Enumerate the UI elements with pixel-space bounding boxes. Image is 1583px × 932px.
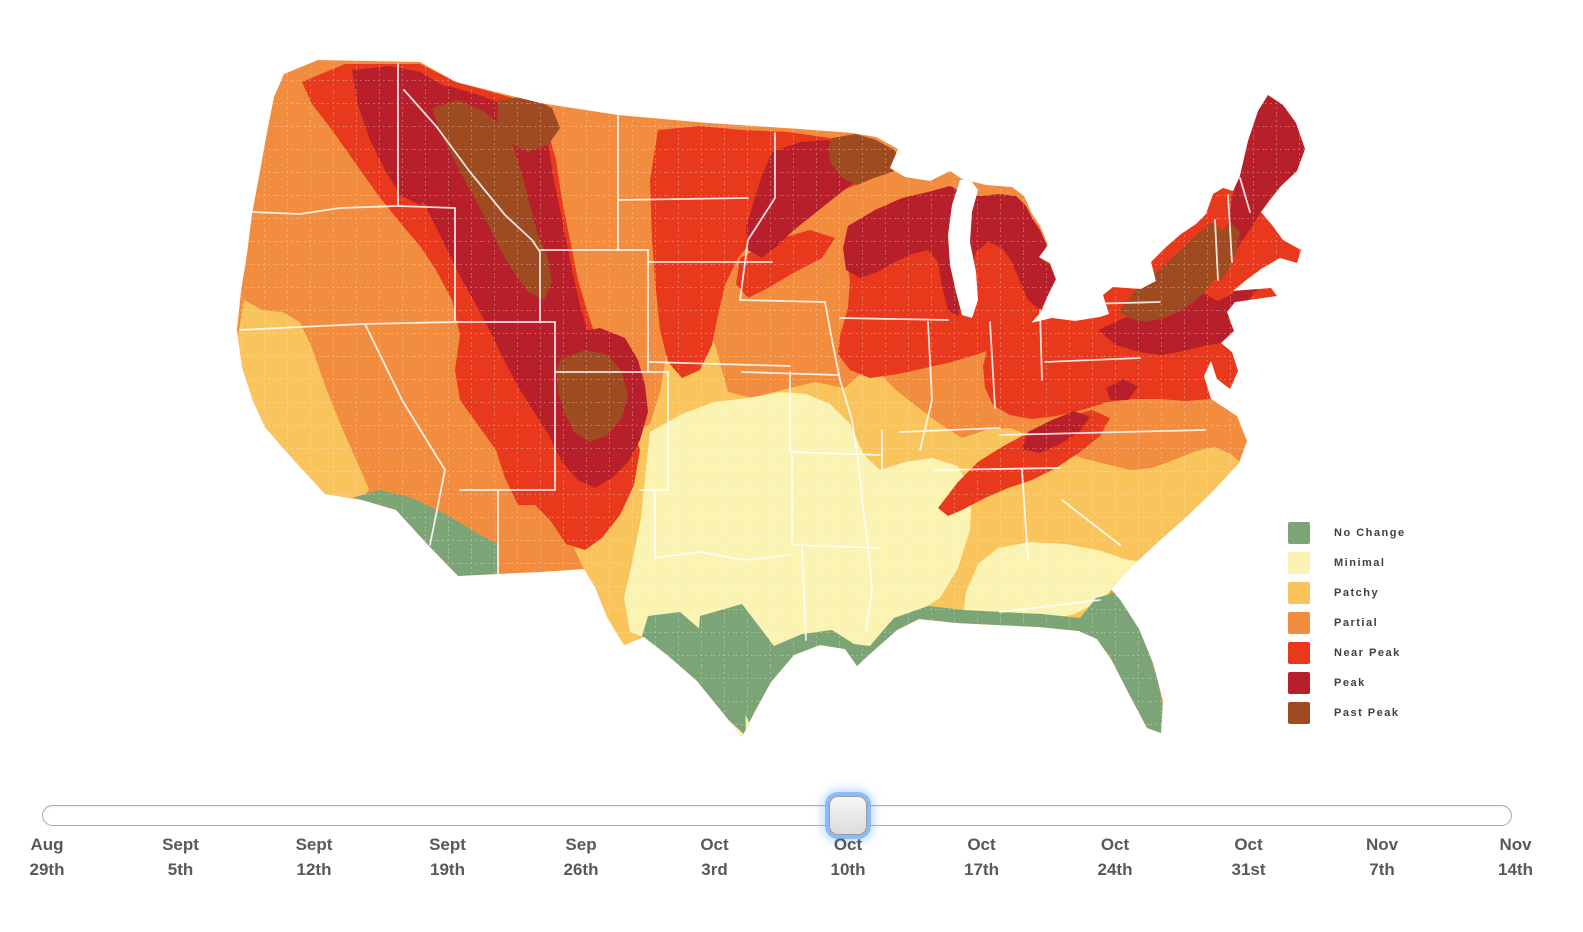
date-month: Sept (162, 835, 199, 854)
legend-item: Past Peak (1288, 698, 1406, 728)
date-day: 10th (830, 860, 866, 879)
date-day: 3rd (701, 860, 728, 879)
date-day: 5th (167, 860, 194, 879)
date-day: 31st (1231, 860, 1266, 879)
date-label: Aug 29th (30, 832, 65, 882)
county-borders-texture (237, 60, 1305, 737)
date-label: Nov 7th (1366, 832, 1398, 882)
legend-item: Minimal (1288, 548, 1406, 578)
legend-label: Near Peak (1334, 647, 1401, 659)
date-month: Sept (295, 835, 333, 854)
date-label: Sep 26th (564, 832, 599, 882)
legend-swatch (1288, 702, 1310, 724)
legend: No Change Minimal Patchy Partial Near Pe… (1288, 518, 1406, 728)
date-month: Oct (1234, 835, 1263, 854)
date-month: Oct (967, 835, 996, 854)
us-choropleth-svg[interactable] (0, 0, 1583, 770)
date-label: Nov 14th (1498, 832, 1533, 882)
legend-label: Patchy (1334, 587, 1380, 599)
legend-item: No Change (1288, 518, 1406, 548)
date-day: 17th (964, 860, 999, 879)
date-label: Oct 24th (1098, 832, 1133, 882)
date-month: Oct (1100, 835, 1130, 854)
date-day: 29th (29, 860, 65, 879)
date-label: Oct 17th (964, 832, 999, 882)
date-month: Nov (1365, 835, 1399, 854)
legend-swatch (1288, 642, 1310, 664)
date-day: 24th (1097, 860, 1133, 879)
date-month: Sep (565, 835, 597, 854)
date-month: Aug (30, 835, 64, 854)
date-month: Oct (700, 835, 729, 854)
timeline-slider-handle[interactable] (829, 796, 867, 835)
legend-label: Partial (1334, 617, 1379, 629)
legend-label: Peak (1334, 677, 1366, 689)
legend-swatch (1288, 552, 1310, 574)
timeline-date-labels: Aug 29th Sept 5th Sept 12th Sept 19th Se… (0, 832, 1583, 892)
date-day: 26th (563, 860, 599, 879)
legend-label: Minimal (1334, 557, 1386, 569)
date-month: Sept (429, 835, 466, 854)
date-day: 7th (1369, 860, 1395, 879)
legend-label: Past Peak (1334, 707, 1400, 719)
legend-swatch (1288, 582, 1310, 604)
legend-swatch (1288, 612, 1310, 634)
date-day: 19th (430, 860, 465, 879)
legend-item: Partial (1288, 608, 1406, 638)
date-label: Oct 10th (831, 832, 866, 882)
date-label: Sept 12th (296, 832, 333, 882)
date-month: Nov (1499, 835, 1532, 854)
date-label: Oct 31st (1231, 832, 1265, 882)
legend-item: Patchy (1288, 578, 1406, 608)
date-day: 12th (296, 860, 332, 879)
date-day: 14th (1498, 860, 1533, 879)
date-label: Oct 3rd (700, 832, 728, 882)
date-month: Oct (833, 835, 863, 854)
foliage-map[interactable] (0, 0, 1583, 770)
legend-swatch (1288, 672, 1310, 694)
lake-michigan (948, 179, 978, 318)
date-label: Sept 19th (429, 832, 466, 882)
timeline-slider-track[interactable] (42, 805, 1512, 826)
legend-item: Near Peak (1288, 638, 1406, 668)
state-borders (239, 63, 1251, 641)
date-label: Sept 5th (162, 832, 199, 882)
legend-swatch (1288, 522, 1310, 544)
legend-label: No Change (1334, 527, 1406, 539)
legend-item: Peak (1288, 668, 1406, 698)
